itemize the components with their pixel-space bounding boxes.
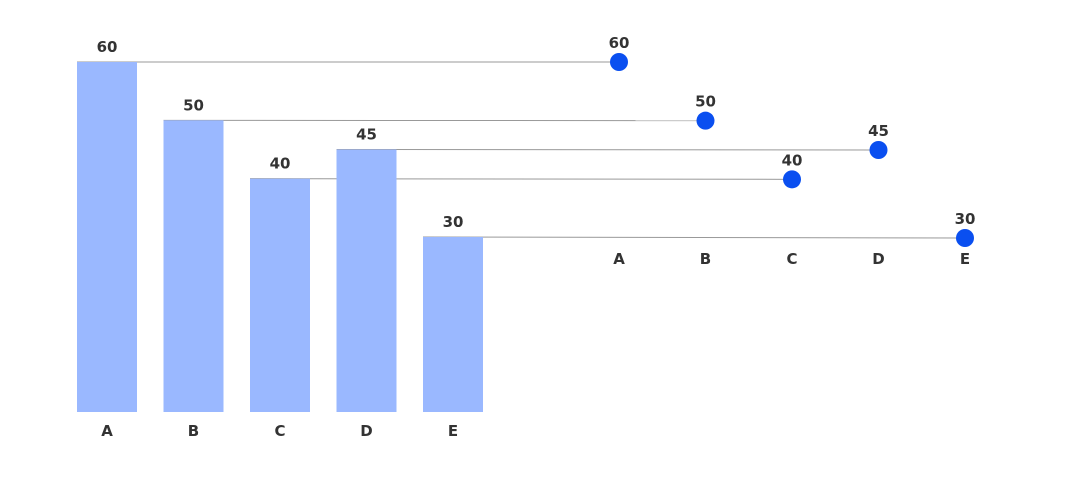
dot-d <box>869 141 888 159</box>
dot-chart: 60 A 50 B 40 C 45 D 30 E <box>609 34 976 268</box>
bar-value-label: 50 <box>183 96 204 114</box>
bar-d <box>336 149 397 412</box>
dot-a <box>610 53 628 71</box>
bar-category-label: A <box>101 422 113 440</box>
dot-value-label: 30 <box>955 210 976 228</box>
dot-category-label: E <box>960 250 970 268</box>
connector-line <box>422 236 966 239</box>
dot-category-label: A <box>613 250 625 268</box>
bar-category-label: D <box>360 422 372 440</box>
dot-value-label: 50 <box>695 93 716 111</box>
bar-e <box>423 237 483 412</box>
dot-b <box>696 111 715 130</box>
bar-category-label: B <box>188 422 199 440</box>
bar-c <box>250 178 310 412</box>
dot-category-label: D <box>872 250 884 268</box>
bar-value-label: 60 <box>97 38 118 56</box>
bar-category-label: E <box>448 422 458 440</box>
dot-e <box>956 229 974 247</box>
dot-c <box>783 170 801 189</box>
bar-chart: 60 A 50 B 40 C 45 D 30 E <box>77 38 483 440</box>
dot-value-label: 40 <box>782 151 803 169</box>
bar-b <box>163 120 224 412</box>
dot-category-label: B <box>700 250 711 268</box>
bar-value-label: 45 <box>356 126 377 144</box>
dot-value-label: 60 <box>609 34 630 52</box>
bar-a <box>77 62 137 412</box>
bar-value-label: 40 <box>270 155 291 173</box>
connector-line <box>336 149 879 151</box>
connector-line <box>249 178 793 180</box>
dot-category-label: C <box>786 250 797 268</box>
dot-value-label: 45 <box>868 122 889 140</box>
bar-value-label: 30 <box>443 213 464 231</box>
bar-category-label: C <box>274 422 285 440</box>
